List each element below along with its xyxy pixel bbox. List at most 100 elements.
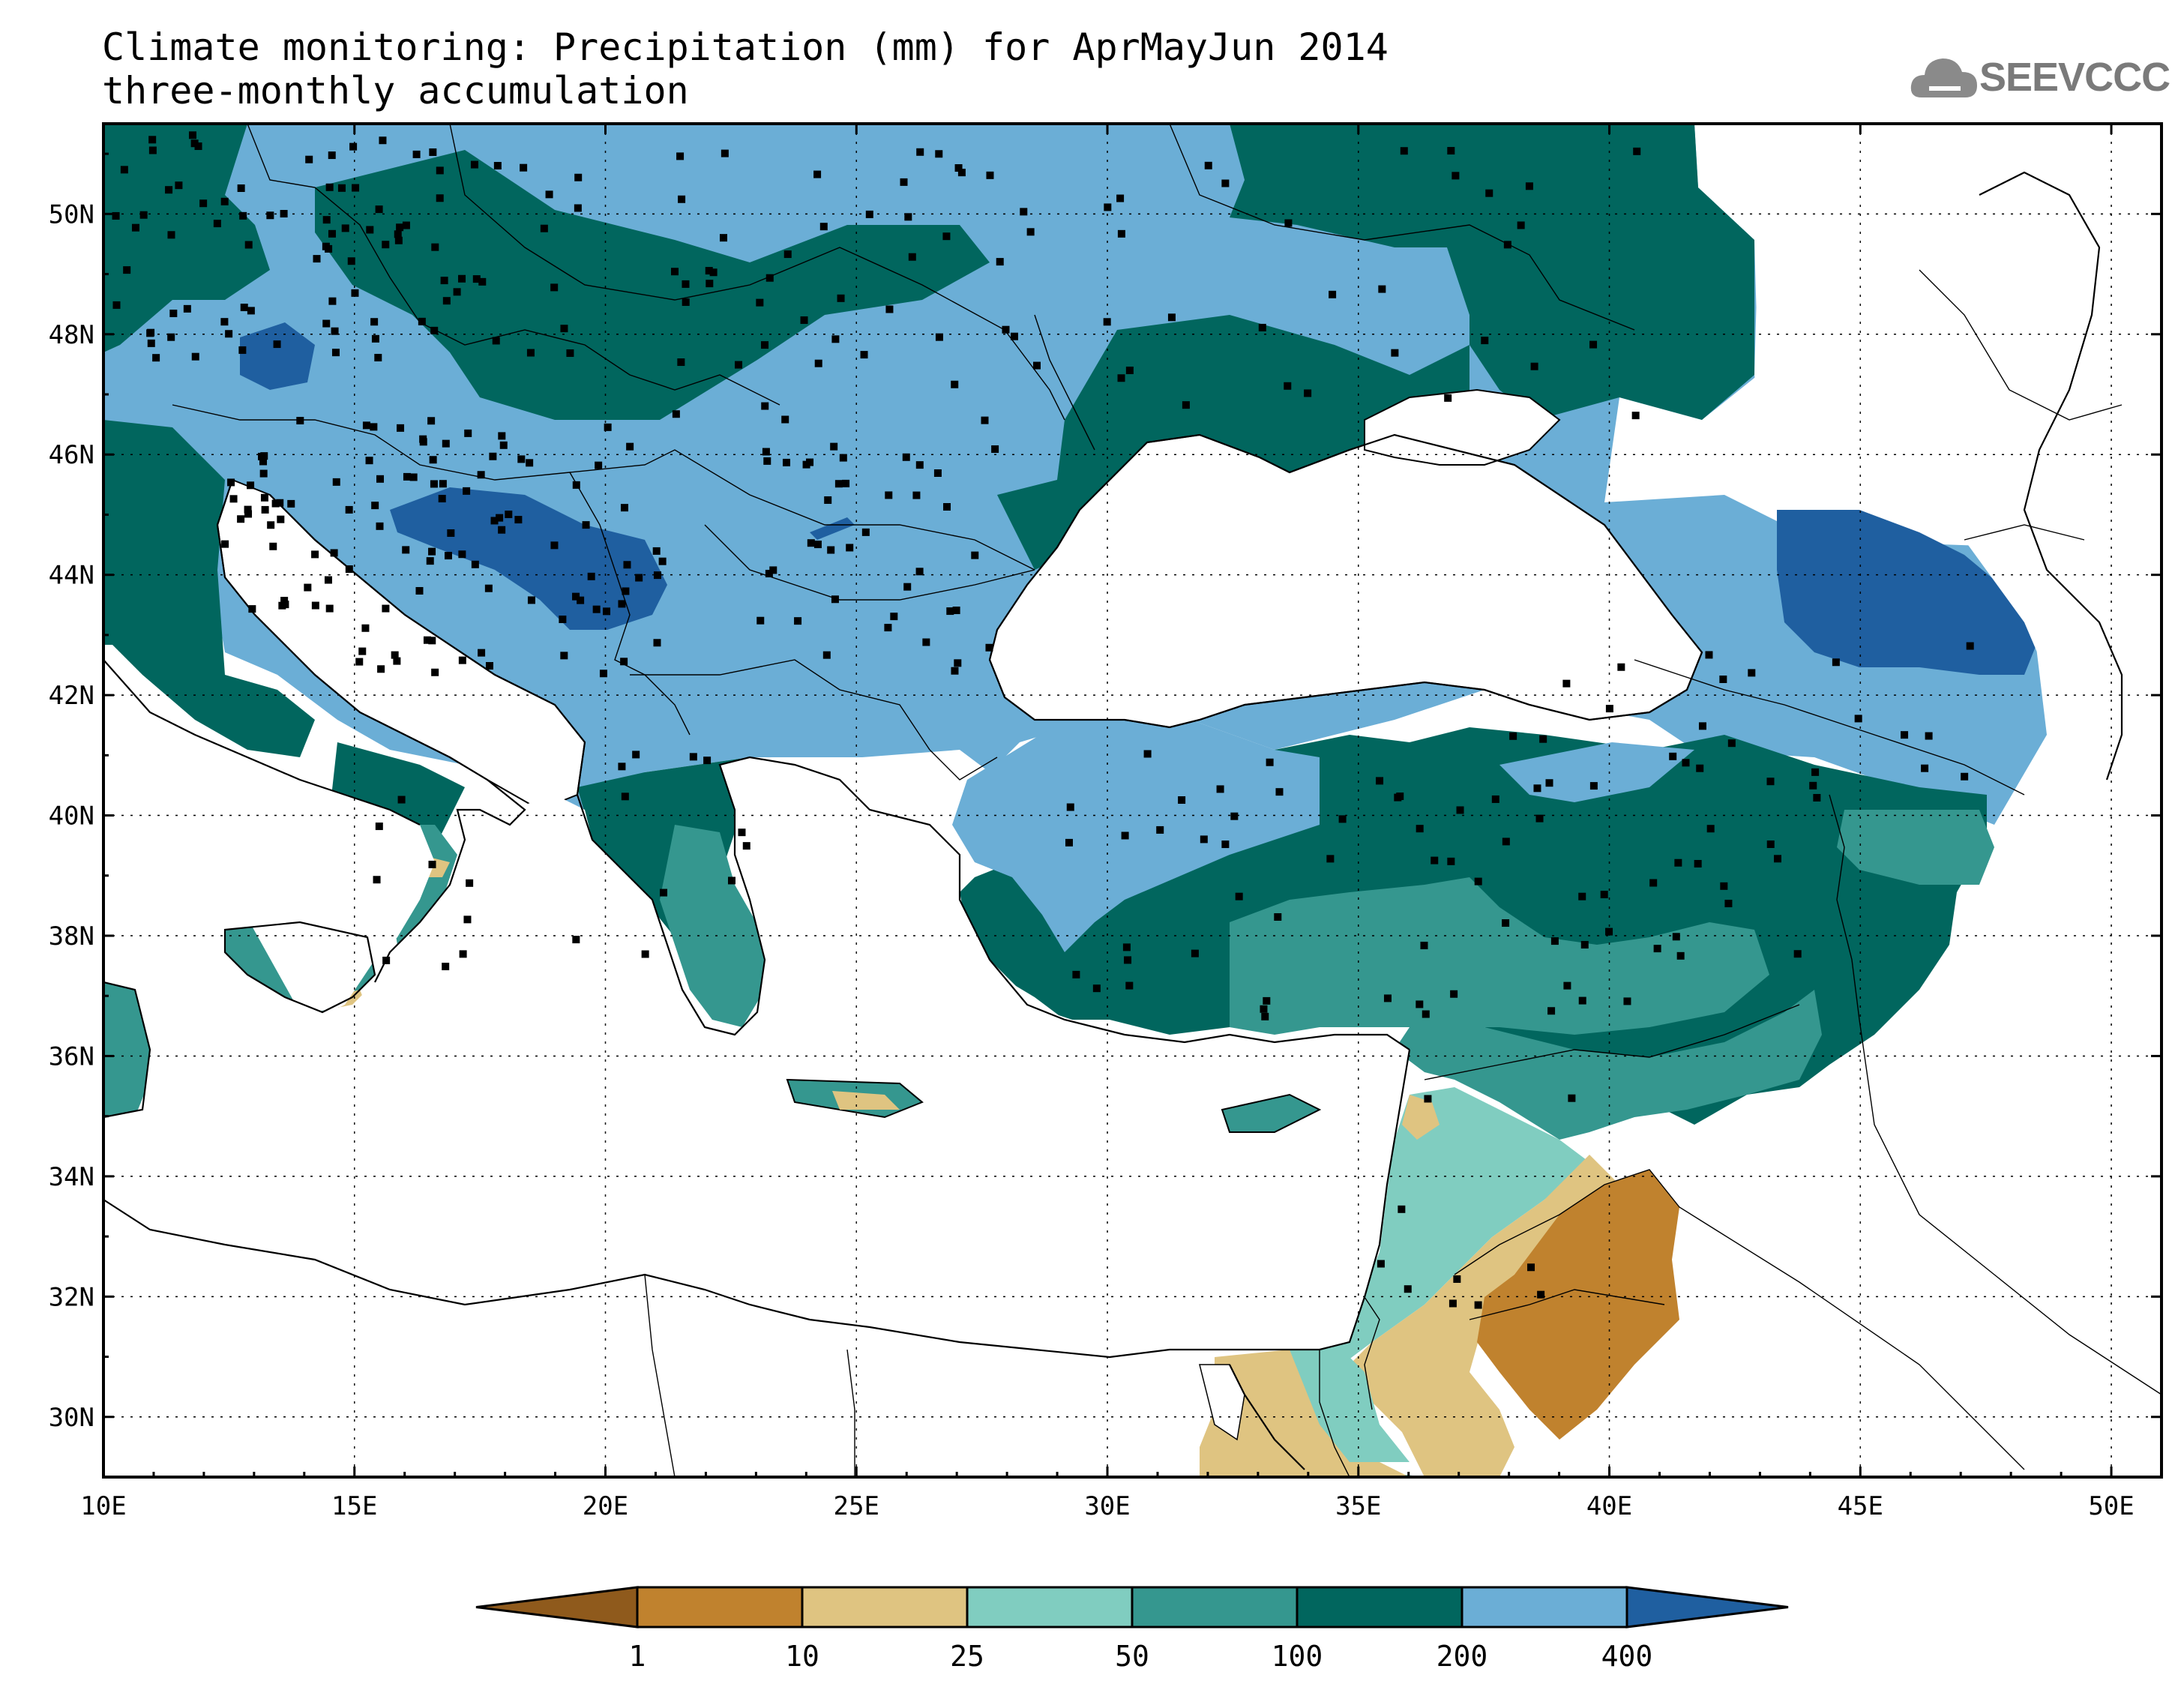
station-marker [296, 417, 304, 425]
station-marker [1275, 788, 1284, 796]
station-marker [618, 763, 626, 771]
station-marker [397, 796, 406, 804]
lat-tick-label: 34N [49, 1162, 94, 1192]
station-marker [991, 445, 999, 453]
station-marker [676, 152, 685, 160]
station-marker [933, 469, 942, 477]
station-marker [429, 148, 437, 156]
colorbar-segment [1131, 1586, 1299, 1629]
border-line-16 [1469, 1289, 1665, 1320]
station-marker [1066, 803, 1074, 811]
station-marker [912, 491, 921, 499]
station-marker [1072, 970, 1080, 978]
station-marker [783, 250, 792, 259]
station-marker [572, 481, 580, 489]
station-marker [1167, 313, 1176, 322]
station-marker [782, 458, 790, 466]
station-marker [1617, 663, 1625, 671]
station-marker [1444, 394, 1452, 402]
lat-tick-label: 38N [49, 921, 94, 951]
colorbar-segment [801, 1586, 969, 1629]
station-marker [951, 380, 959, 388]
station-marker [830, 442, 838, 451]
crete-dry-patch [832, 1091, 900, 1110]
station-marker [478, 649, 486, 657]
station-marker [402, 546, 410, 554]
station-marker [1694, 859, 1702, 867]
station-marker [428, 637, 436, 645]
station-marker [1773, 855, 1781, 863]
station-marker [328, 297, 337, 305]
colorbar-label: 400 [1601, 1640, 1653, 1673]
station-marker [1705, 651, 1713, 659]
station-marker [682, 298, 690, 306]
station-marker [1589, 782, 1598, 790]
lat-tick-label: 32N [49, 1282, 94, 1312]
station-marker [954, 659, 962, 667]
station-marker [1263, 996, 1271, 1005]
station-marker [152, 354, 160, 362]
station-marker [890, 613, 898, 621]
station-marker [439, 480, 447, 488]
station-marker [375, 823, 383, 831]
station-marker [626, 442, 634, 451]
border-line-13 [1454, 1169, 2025, 1470]
station-marker [1284, 382, 1292, 390]
station-marker [806, 458, 814, 466]
station-marker [1204, 161, 1212, 169]
station-marker [1156, 826, 1164, 834]
lat-tick-label: 40N [49, 802, 94, 832]
station-marker [1416, 1000, 1424, 1008]
station-marker [167, 333, 175, 341]
station-marker [175, 181, 183, 190]
station-marker [466, 879, 474, 887]
station-marker [1766, 778, 1775, 786]
station-marker [1539, 735, 1547, 743]
station-marker [1376, 777, 1384, 785]
station-marker [492, 337, 500, 345]
station-marker [842, 479, 850, 487]
station-marker [1125, 366, 1134, 374]
station-marker [347, 257, 355, 265]
station-marker [412, 150, 421, 158]
field-gt400-bosnia-serbia [390, 487, 667, 630]
logo-text: SEEVCCC [1979, 55, 2171, 100]
station-marker [884, 624, 892, 632]
station-marker [325, 183, 334, 191]
station-marker [574, 173, 583, 181]
station-marker [915, 461, 924, 469]
station-marker [269, 542, 277, 550]
station-marker [1404, 1285, 1412, 1293]
station-marker [247, 481, 255, 490]
station-marker [846, 544, 854, 552]
station-marker [120, 166, 128, 174]
black-sea-coast [988, 433, 1703, 729]
border-line-2 [449, 124, 1065, 421]
station-marker [332, 478, 340, 486]
station-marker [345, 565, 353, 574]
map-frame [102, 122, 2163, 1479]
station-marker [1674, 858, 1682, 867]
station-marker [276, 499, 284, 507]
station-marker [540, 224, 548, 232]
no-data-east [1679, 124, 2162, 1477]
station-marker [689, 753, 697, 761]
station-marker [244, 241, 253, 249]
station-marker [1481, 337, 1489, 345]
station-marker [345, 505, 353, 514]
colorbar-segment [1296, 1586, 1463, 1629]
station-marker [1182, 401, 1190, 409]
axis-tick-labels: 10E 15E 20E 25E 30E 35E 40E 45E 50E 30N 32N 34N 36N 3… [49, 199, 2135, 1521]
gridlines [103, 124, 2162, 1477]
station-marker [807, 539, 815, 547]
station-marker [1447, 857, 1455, 865]
station-marker [824, 496, 832, 504]
station-marker [1809, 781, 1817, 790]
station-marker [505, 511, 513, 519]
station-marker [341, 224, 349, 232]
station-marker [1525, 182, 1533, 190]
station-marker [1122, 943, 1131, 951]
station-marker [514, 516, 523, 524]
station-marker [148, 146, 157, 154]
